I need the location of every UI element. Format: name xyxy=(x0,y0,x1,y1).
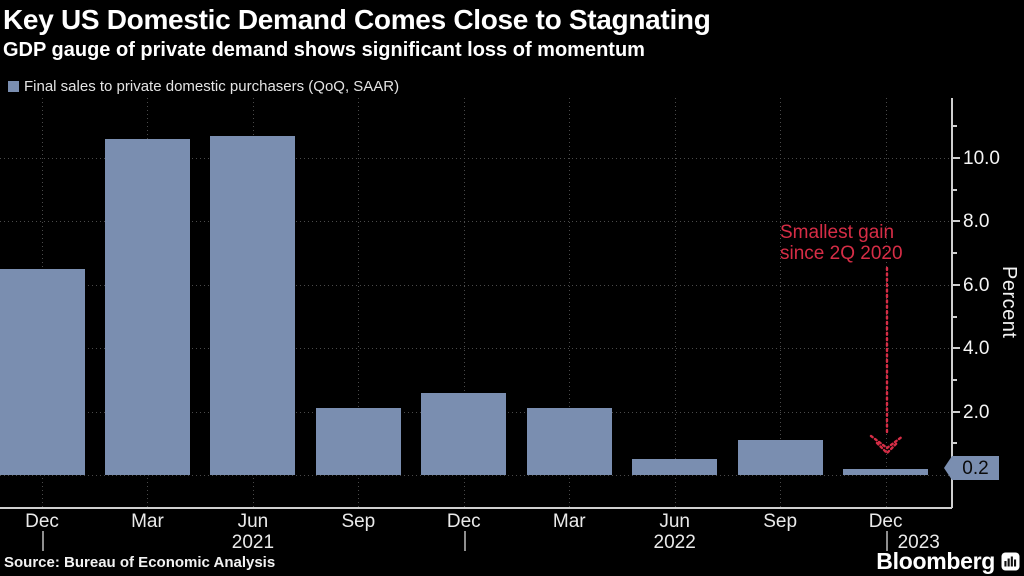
current-value-label: 0.2 xyxy=(962,457,989,479)
chart-subtitle: GDP gauge of private demand shows signif… xyxy=(3,39,645,61)
gridline xyxy=(0,221,951,223)
gridline xyxy=(463,98,465,507)
y-minor-tick xyxy=(951,252,957,255)
x-tick-label: Sep xyxy=(341,511,376,532)
legend-label: Final sales to private domestic purchase… xyxy=(24,78,400,95)
x-tick-label: Sep xyxy=(763,511,798,532)
x-tick-label: Dec xyxy=(868,511,903,532)
y-tick-label: 4.0 xyxy=(963,338,990,360)
legend: Final sales to private domestic purchase… xyxy=(8,78,399,95)
gridline xyxy=(0,158,951,159)
bar xyxy=(104,138,190,475)
bloomberg-chart-icon xyxy=(1001,552,1020,571)
bar xyxy=(526,408,612,475)
y-minor-tick xyxy=(951,378,957,381)
bar xyxy=(843,468,929,475)
year-label: 2021 xyxy=(231,532,275,553)
x-tick-label: Mar xyxy=(552,511,586,532)
down-arrow-icon xyxy=(869,266,905,455)
y-tick-label: 6.0 xyxy=(963,274,990,296)
badge-pointer-icon xyxy=(944,456,952,480)
y-minor-tick xyxy=(951,442,957,445)
bloomberg-wordmark: Bloomberg xyxy=(876,548,995,574)
y-minor-tick xyxy=(951,315,957,318)
y-tick-label: 10.0 xyxy=(963,148,1000,169)
x-tick-label: Jun xyxy=(659,511,691,532)
gridline xyxy=(0,284,951,286)
bar xyxy=(210,135,296,475)
bar xyxy=(315,408,401,475)
y-tick-label: 8.0 xyxy=(963,211,990,233)
chart-title: Key US Domestic Demand Comes Close to St… xyxy=(3,4,711,35)
current-value-badge: 0.2 xyxy=(944,456,999,480)
source-note: Source: Bureau of Economic Analysis xyxy=(4,554,276,571)
gridline xyxy=(780,98,782,507)
x-tick-label: Dec xyxy=(25,511,59,532)
y-tick xyxy=(951,347,960,350)
bar xyxy=(0,268,85,475)
x-tick-label: Jun xyxy=(237,511,269,532)
year-label: 2022 xyxy=(653,532,696,553)
y-tick xyxy=(951,410,960,413)
year-divider xyxy=(463,531,466,551)
bar xyxy=(737,440,823,475)
y-minor-tick xyxy=(951,188,957,191)
gridline xyxy=(358,98,360,507)
gridline xyxy=(0,348,951,350)
y-tick-label: 2.0 xyxy=(963,401,990,423)
year-divider xyxy=(42,531,44,551)
y-tick xyxy=(951,220,960,223)
annotation-text: Smallest gain since 2Q 2020 xyxy=(780,222,903,264)
bar xyxy=(632,459,718,475)
gridline xyxy=(569,98,571,507)
y-tick xyxy=(951,157,960,159)
y-minor-tick xyxy=(951,125,957,128)
gridline xyxy=(674,98,676,507)
bloomberg-logo: Bloomberg xyxy=(876,548,1020,575)
gridline xyxy=(0,475,951,476)
y-axis-line xyxy=(951,98,953,508)
x-tick-label: Mar xyxy=(131,511,164,532)
x-axis-line xyxy=(0,507,952,509)
bar xyxy=(421,392,507,475)
y-tick xyxy=(951,283,960,286)
year-divider xyxy=(885,531,888,551)
legend-swatch-icon xyxy=(8,81,19,92)
x-tick-label: Dec xyxy=(446,511,481,532)
y-axis-title: Percent xyxy=(998,266,1020,339)
year-label: 2023 xyxy=(897,532,940,553)
